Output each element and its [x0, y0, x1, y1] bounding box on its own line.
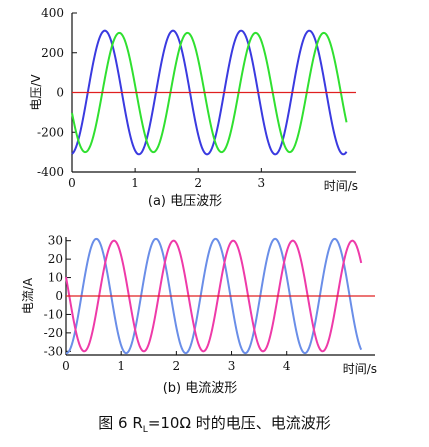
y-axis-label: 电流/A — [21, 277, 35, 314]
x-tick-label: 0 — [62, 359, 70, 373]
y-tick-label: 20 — [48, 252, 63, 266]
x-tick-label: 3 — [228, 359, 236, 373]
y-axis-label: 电压/V — [29, 74, 43, 111]
figure-caption-suffix: =10Ω 时的电压、电流波形 — [147, 414, 331, 432]
chart-panel-1: 400 200 0 -200 -400 0 1 2 3 电压/V 时间/s (a) 电压波形 — [29, 6, 358, 209]
series-line-2 — [65, 239, 363, 353]
figure-caption: 图 6 RL=10Ω 时的电压、电流波形 — [0, 412, 429, 435]
figure-caption-prefix: 图 6 R — [98, 414, 143, 432]
y-tick-label: -10 — [44, 307, 63, 321]
x-tick-label: 2 — [173, 359, 181, 373]
x-tick-label: 1 — [131, 176, 139, 190]
x-tick-label: 2 — [194, 176, 202, 190]
series-line-1 — [71, 29, 348, 156]
y-tick-label: 10 — [48, 271, 63, 285]
y-tick-label: 400 — [41, 6, 64, 20]
y-tick-label: -400 — [37, 165, 64, 179]
series-line-2 — [71, 31, 348, 154]
figure-caption-subscript: L — [142, 425, 148, 435]
x-tick-label: 1 — [117, 359, 125, 373]
x-axis-label: 时间/s — [324, 179, 358, 193]
x-tick-label: 3 — [258, 176, 266, 190]
y-tick-label: 200 — [41, 46, 64, 60]
panel-caption: (a) 电压波形 — [148, 194, 222, 209]
y-tick-label: -200 — [37, 125, 64, 139]
y-tick-label: -20 — [44, 326, 63, 340]
y-tick-label: 0 — [55, 289, 63, 303]
x-tick-label: 0 — [68, 176, 76, 190]
y-tick-label: 0 — [56, 86, 64, 100]
series-line-1 — [65, 237, 363, 355]
y-tick-label: -30 — [44, 344, 63, 358]
x-axis-label: 时间/s — [343, 362, 377, 376]
x-tick-label: 4 — [283, 359, 291, 373]
panel-caption: (b) 电流波形 — [163, 381, 238, 396]
y-tick-label: 30 — [48, 234, 63, 248]
